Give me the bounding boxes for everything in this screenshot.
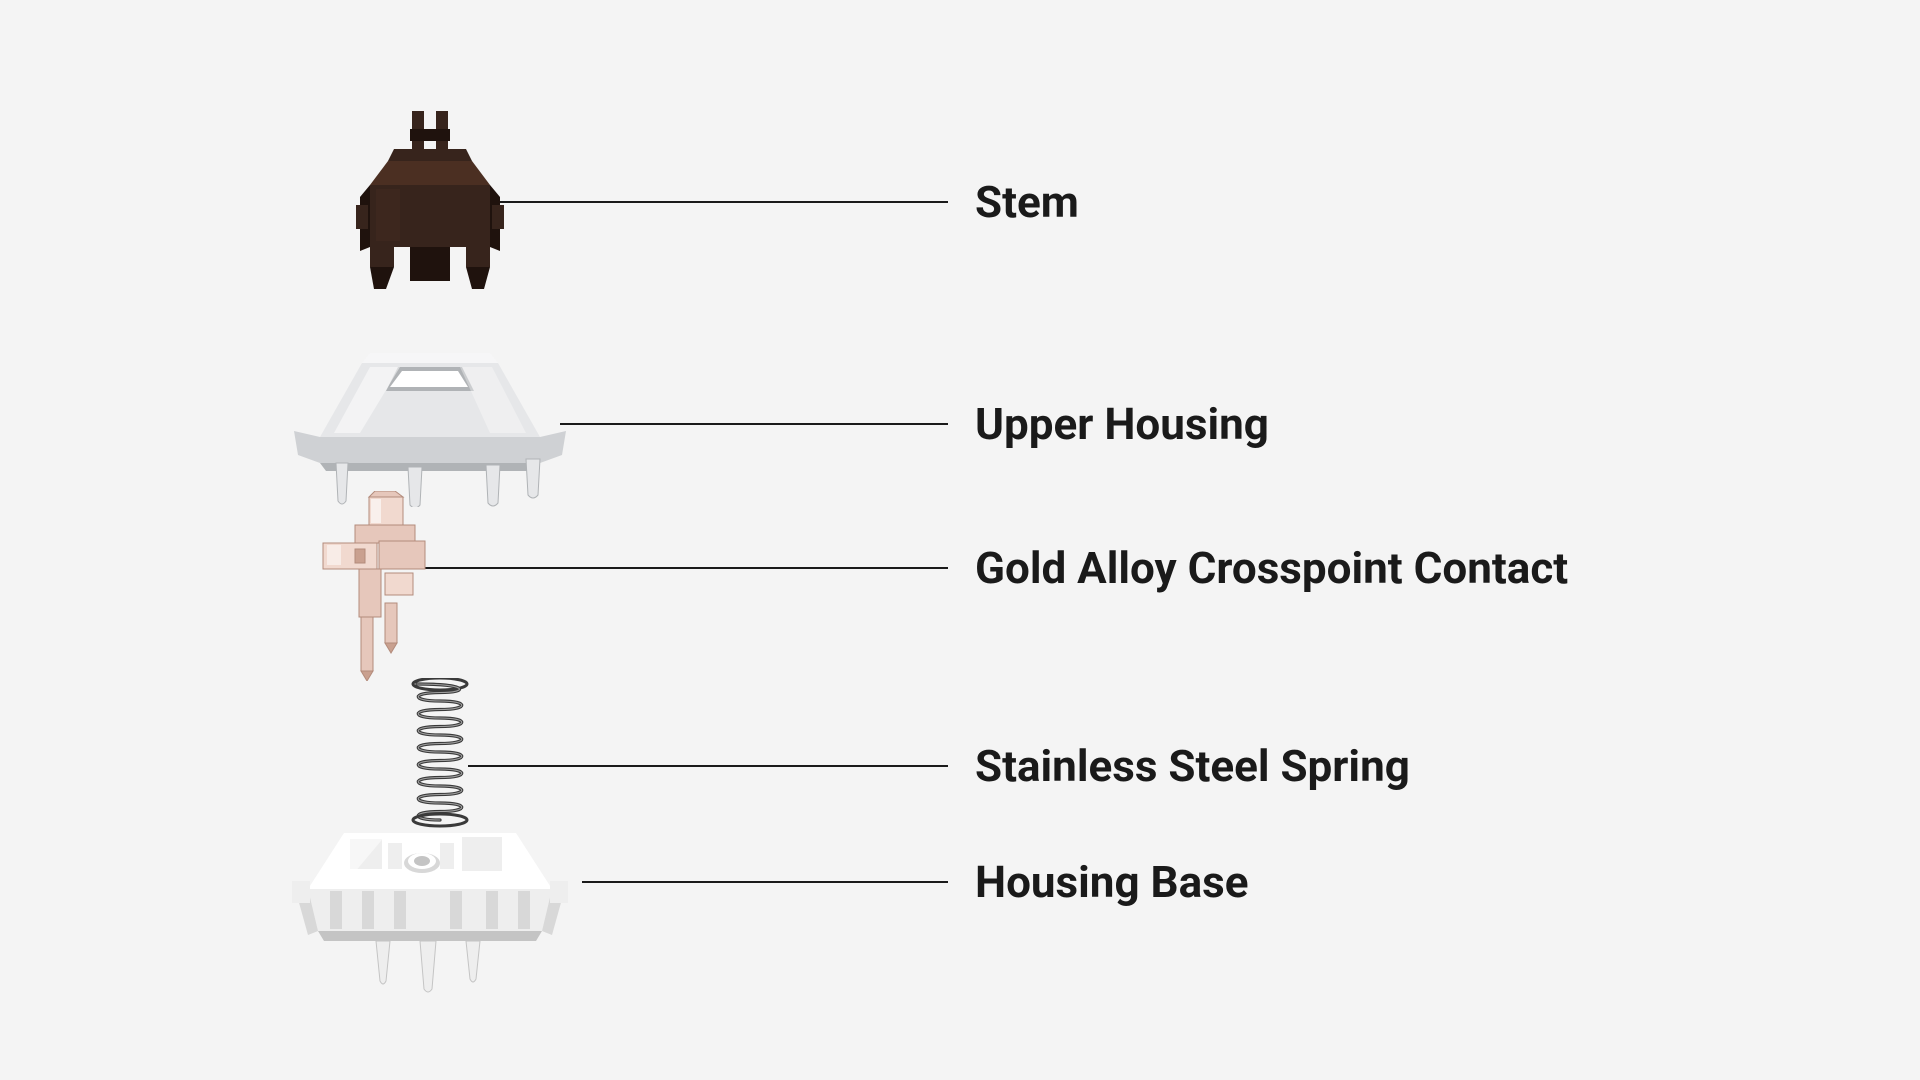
leader-housing-base bbox=[582, 881, 948, 883]
diagram-stage: Stem Upper Housing Gold Alloy Crosspoint… bbox=[0, 0, 1920, 1080]
leader-crosspoint bbox=[420, 567, 948, 569]
label-spring: Stainless Steel Spring bbox=[975, 740, 1410, 792]
leader-upper-housing bbox=[560, 423, 948, 425]
label-housing-base: Housing Base bbox=[975, 856, 1249, 908]
label-crosspoint: Gold Alloy Crosspoint Contact bbox=[975, 542, 1568, 594]
leader-spring bbox=[468, 765, 948, 767]
leader-stem bbox=[500, 201, 948, 203]
part-crosspoint bbox=[315, 491, 445, 685]
label-upper-housing: Upper Housing bbox=[975, 398, 1269, 450]
part-stem bbox=[350, 105, 510, 299]
label-stem: Stem bbox=[975, 176, 1079, 228]
part-upper-housing bbox=[290, 337, 570, 511]
part-housing-base bbox=[290, 803, 570, 997]
